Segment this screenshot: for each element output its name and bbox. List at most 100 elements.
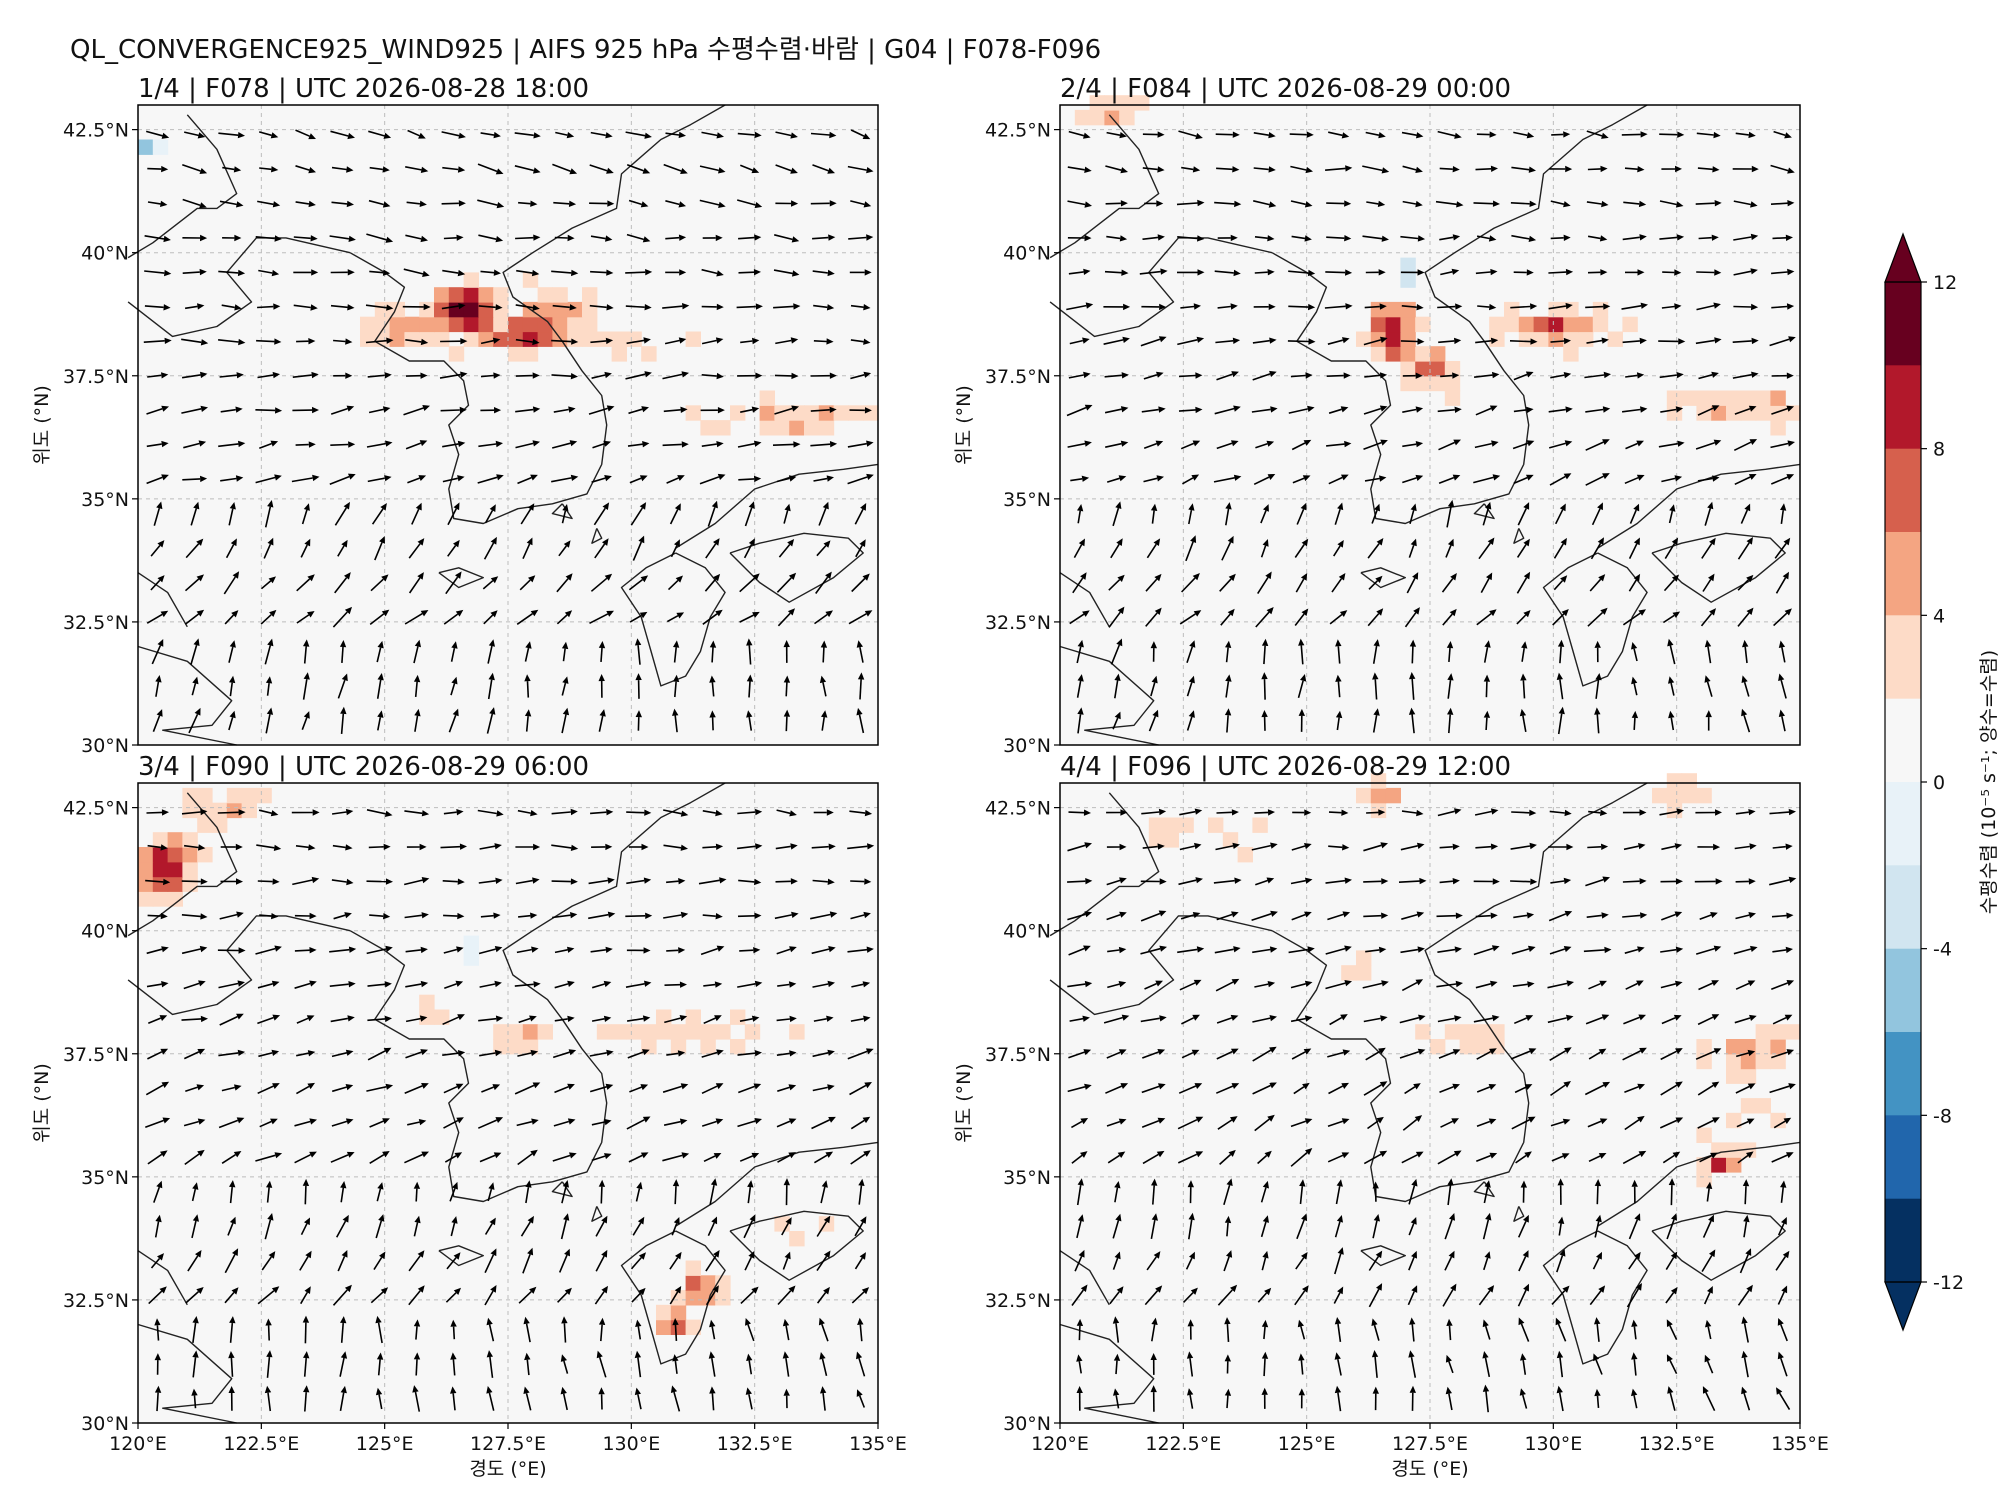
wind-arrow (1362, 235, 1383, 240)
wind-arrow (1214, 201, 1235, 205)
wind-arrow (1067, 913, 1086, 921)
wind-arrowhead (569, 440, 578, 447)
wind-arrow (1435, 200, 1457, 206)
wind-arrow (1257, 1292, 1268, 1303)
wind-arrowhead (1671, 574, 1679, 582)
wind-arrowhead (1337, 540, 1344, 548)
wind-arrowhead (1631, 710, 1639, 719)
wind-arrowhead (746, 710, 753, 718)
wind-arrow (785, 1357, 790, 1377)
wind-arrow (1068, 811, 1085, 814)
wind-arrow (370, 578, 384, 592)
field-cell (700, 1275, 716, 1291)
wind-arrowhead (493, 269, 501, 276)
wind-arrow (367, 1050, 386, 1061)
wind-arrow (858, 714, 865, 734)
wind-arrow (1733, 236, 1752, 241)
wind-arrow (1550, 237, 1564, 240)
wind-arrow (1141, 1085, 1160, 1094)
wind-arrowhead (862, 981, 871, 988)
wind-arrow (1585, 305, 1604, 309)
wind-arrowhead (1118, 1118, 1127, 1125)
wind-arrow (702, 914, 716, 917)
wind-arrowhead (568, 406, 576, 413)
wind-arrow (477, 163, 498, 173)
wind-arrowhead (456, 809, 464, 816)
wind-arrow (1448, 714, 1451, 734)
wind-arrowhead (1341, 1082, 1349, 1089)
map-frame (137, 104, 879, 746)
wind-arrowhead (1226, 1250, 1233, 1258)
wind-arrowhead (308, 338, 316, 345)
wind-arrow (1334, 1221, 1341, 1238)
wind-arrowhead (1263, 504, 1269, 512)
wind-arrowhead (1343, 372, 1351, 379)
wind-arrow (292, 879, 313, 886)
wind-arrowhead (1631, 1319, 1638, 1327)
wind-arrow (561, 682, 567, 696)
wind-arrow (517, 1052, 532, 1057)
wind-arrow (407, 129, 420, 137)
wind-arrow (1702, 1220, 1712, 1238)
wind-arrow (1438, 340, 1455, 344)
wind-arrow (1515, 1154, 1527, 1164)
wind-arrowhead (1415, 979, 1424, 986)
wind-arrowhead (1528, 945, 1536, 952)
wind-arrow (1658, 442, 1678, 448)
wind-arrow (662, 1085, 682, 1093)
wind-arrowhead (753, 947, 761, 954)
wind-arrowhead (863, 304, 871, 311)
wind-arrowhead (421, 810, 430, 817)
field-cell (152, 847, 169, 863)
wind-arrow (256, 339, 275, 343)
wind-arrowhead (602, 538, 609, 546)
wind-arrow (1550, 1084, 1566, 1097)
wind-arrowhead (454, 1152, 463, 1159)
wind-arrow (1069, 1017, 1084, 1022)
wind-arrowhead (1631, 676, 1638, 685)
wind-arrowhead (200, 371, 208, 379)
wind-arrow (1216, 1017, 1233, 1024)
wind-arrow (228, 646, 234, 663)
field-cell (167, 832, 183, 848)
wind-arrowhead (163, 878, 171, 886)
wind-arrowhead (1381, 235, 1389, 242)
wind-arrowhead (345, 338, 353, 345)
wind-arrow (1289, 133, 1307, 136)
wind-arrow (590, 811, 607, 815)
wind-arrowhead (1194, 842, 1202, 850)
wind-arrowhead (791, 911, 799, 918)
wind-arrowhead (755, 372, 763, 379)
wind-arrowhead (1119, 877, 1127, 884)
wind-arrow (1186, 646, 1194, 663)
wind-arrowhead (1123, 303, 1131, 311)
wind-arrow (1177, 948, 1198, 954)
wind-arrow (1770, 442, 1789, 449)
wind-arrowhead (161, 946, 169, 953)
wind-arrow (220, 477, 237, 482)
wind-arrowhead (1080, 1284, 1088, 1292)
wind-arrowhead (1120, 440, 1129, 447)
wind-arrow (1181, 577, 1196, 593)
wind-arrowhead (1671, 537, 1679, 546)
wind-arrow (554, 949, 568, 954)
wind-arrowhead (1749, 1014, 1757, 1021)
field-cell (1770, 1112, 1786, 1129)
wind-arrowhead (829, 131, 837, 139)
wind-arrowhead (1563, 131, 1571, 138)
wind-arrow (182, 478, 201, 481)
coastline (438, 1245, 484, 1267)
wind-arrow (1521, 647, 1525, 662)
wind-arrow (1442, 613, 1453, 626)
wind-arrowhead (1786, 980, 1795, 986)
wind-arrowhead (785, 1217, 792, 1225)
wind-arrowhead (414, 639, 421, 648)
wind-arrow (630, 1257, 642, 1270)
wind-arrow (551, 270, 572, 274)
wind-arrow (408, 543, 421, 559)
wind-arrow (369, 1120, 384, 1128)
wind-arrow (442, 880, 458, 883)
wind-arrowhead (863, 1015, 871, 1022)
field-cell (1400, 257, 1416, 273)
field-cell (1785, 1024, 1801, 1040)
